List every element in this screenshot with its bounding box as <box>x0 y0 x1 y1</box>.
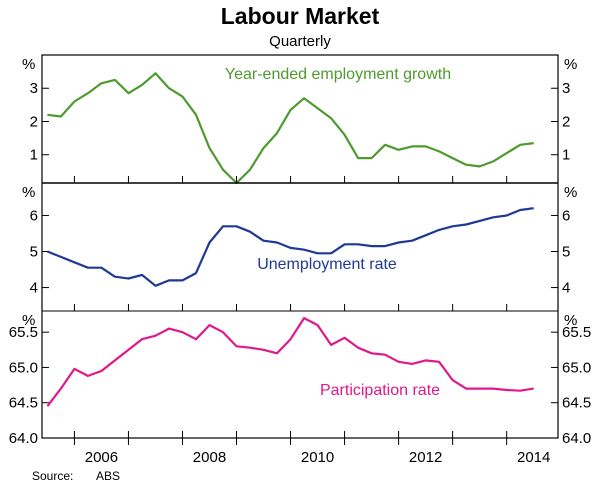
panel-1-ytick-label-right: 1 <box>562 147 570 164</box>
panel-1-series-line <box>47 72 534 185</box>
panel-3-ytick-label-left: 65.0 <box>9 359 38 376</box>
panel-1-ytick-label-left: 1 <box>30 147 38 164</box>
panel-1-series-label: Year-ended employment growth <box>225 66 451 83</box>
panel-3-unit-left: % <box>22 312 35 329</box>
panel-3-ytick-label-left: 65.5 <box>9 324 38 341</box>
panel-2-ytick-label-right: 6 <box>562 207 570 224</box>
panel-1-ytick-label-right: 3 <box>562 80 570 97</box>
x-tick-label: 2010 <box>301 449 334 466</box>
x-tick-label: 2012 <box>409 449 442 466</box>
panel-3-ytick-label-right: 65.0 <box>562 359 591 376</box>
panel-2-series-label: Unemployment rate <box>257 256 397 273</box>
chart-subtitle: Quarterly <box>269 33 331 50</box>
panel-3-unit-right: % <box>564 312 577 329</box>
panel-3-ytick-label-right: 64.0 <box>562 430 591 447</box>
panel-1-unit-left: % <box>22 56 35 73</box>
panel-3-ytick-label-left: 64.5 <box>9 395 38 412</box>
panel-1-unit-right: % <box>564 56 577 73</box>
panel-2-ytick-label-left: 6 <box>30 207 38 224</box>
panel-2-ytick-label-right: 5 <box>562 244 570 261</box>
x-tick-label: 2006 <box>85 449 118 466</box>
plot-area: % % 1 1 2 2 3 3 Year-ended employment growth% % 4 4… <box>9 54 591 466</box>
panel-2-unit-left: % <box>22 184 35 201</box>
panel-3-series-line <box>46 317 534 407</box>
panel-1-ytick-label-right: 2 <box>562 113 570 130</box>
source-label: Source: <box>32 469 73 483</box>
panel-2-ytick-label-left: 5 <box>30 244 38 261</box>
panel-3-series-label: Participation rate <box>320 382 440 399</box>
panel-2-series-line <box>46 207 534 287</box>
x-tick-label: 2014 <box>517 449 550 466</box>
plot-frame <box>41 54 559 439</box>
source-value: ABS <box>96 469 120 483</box>
panel-1-ytick-label-left: 2 <box>30 113 38 130</box>
panel-3-ytick-label-right: 64.5 <box>562 395 591 412</box>
chart-title: Labour Market <box>221 3 380 29</box>
panel-2-ytick-label-left: 4 <box>30 280 38 297</box>
panel-3-ytick-label-right: 65.5 <box>562 324 591 341</box>
panel-2-unit-right: % <box>564 184 577 201</box>
panel-1-ytick-label-left: 3 <box>30 80 38 97</box>
panel-2-ytick-label-right: 4 <box>562 280 570 297</box>
panel-3-ytick-label-left: 64.0 <box>9 430 38 447</box>
x-tick-label: 2008 <box>193 449 226 466</box>
